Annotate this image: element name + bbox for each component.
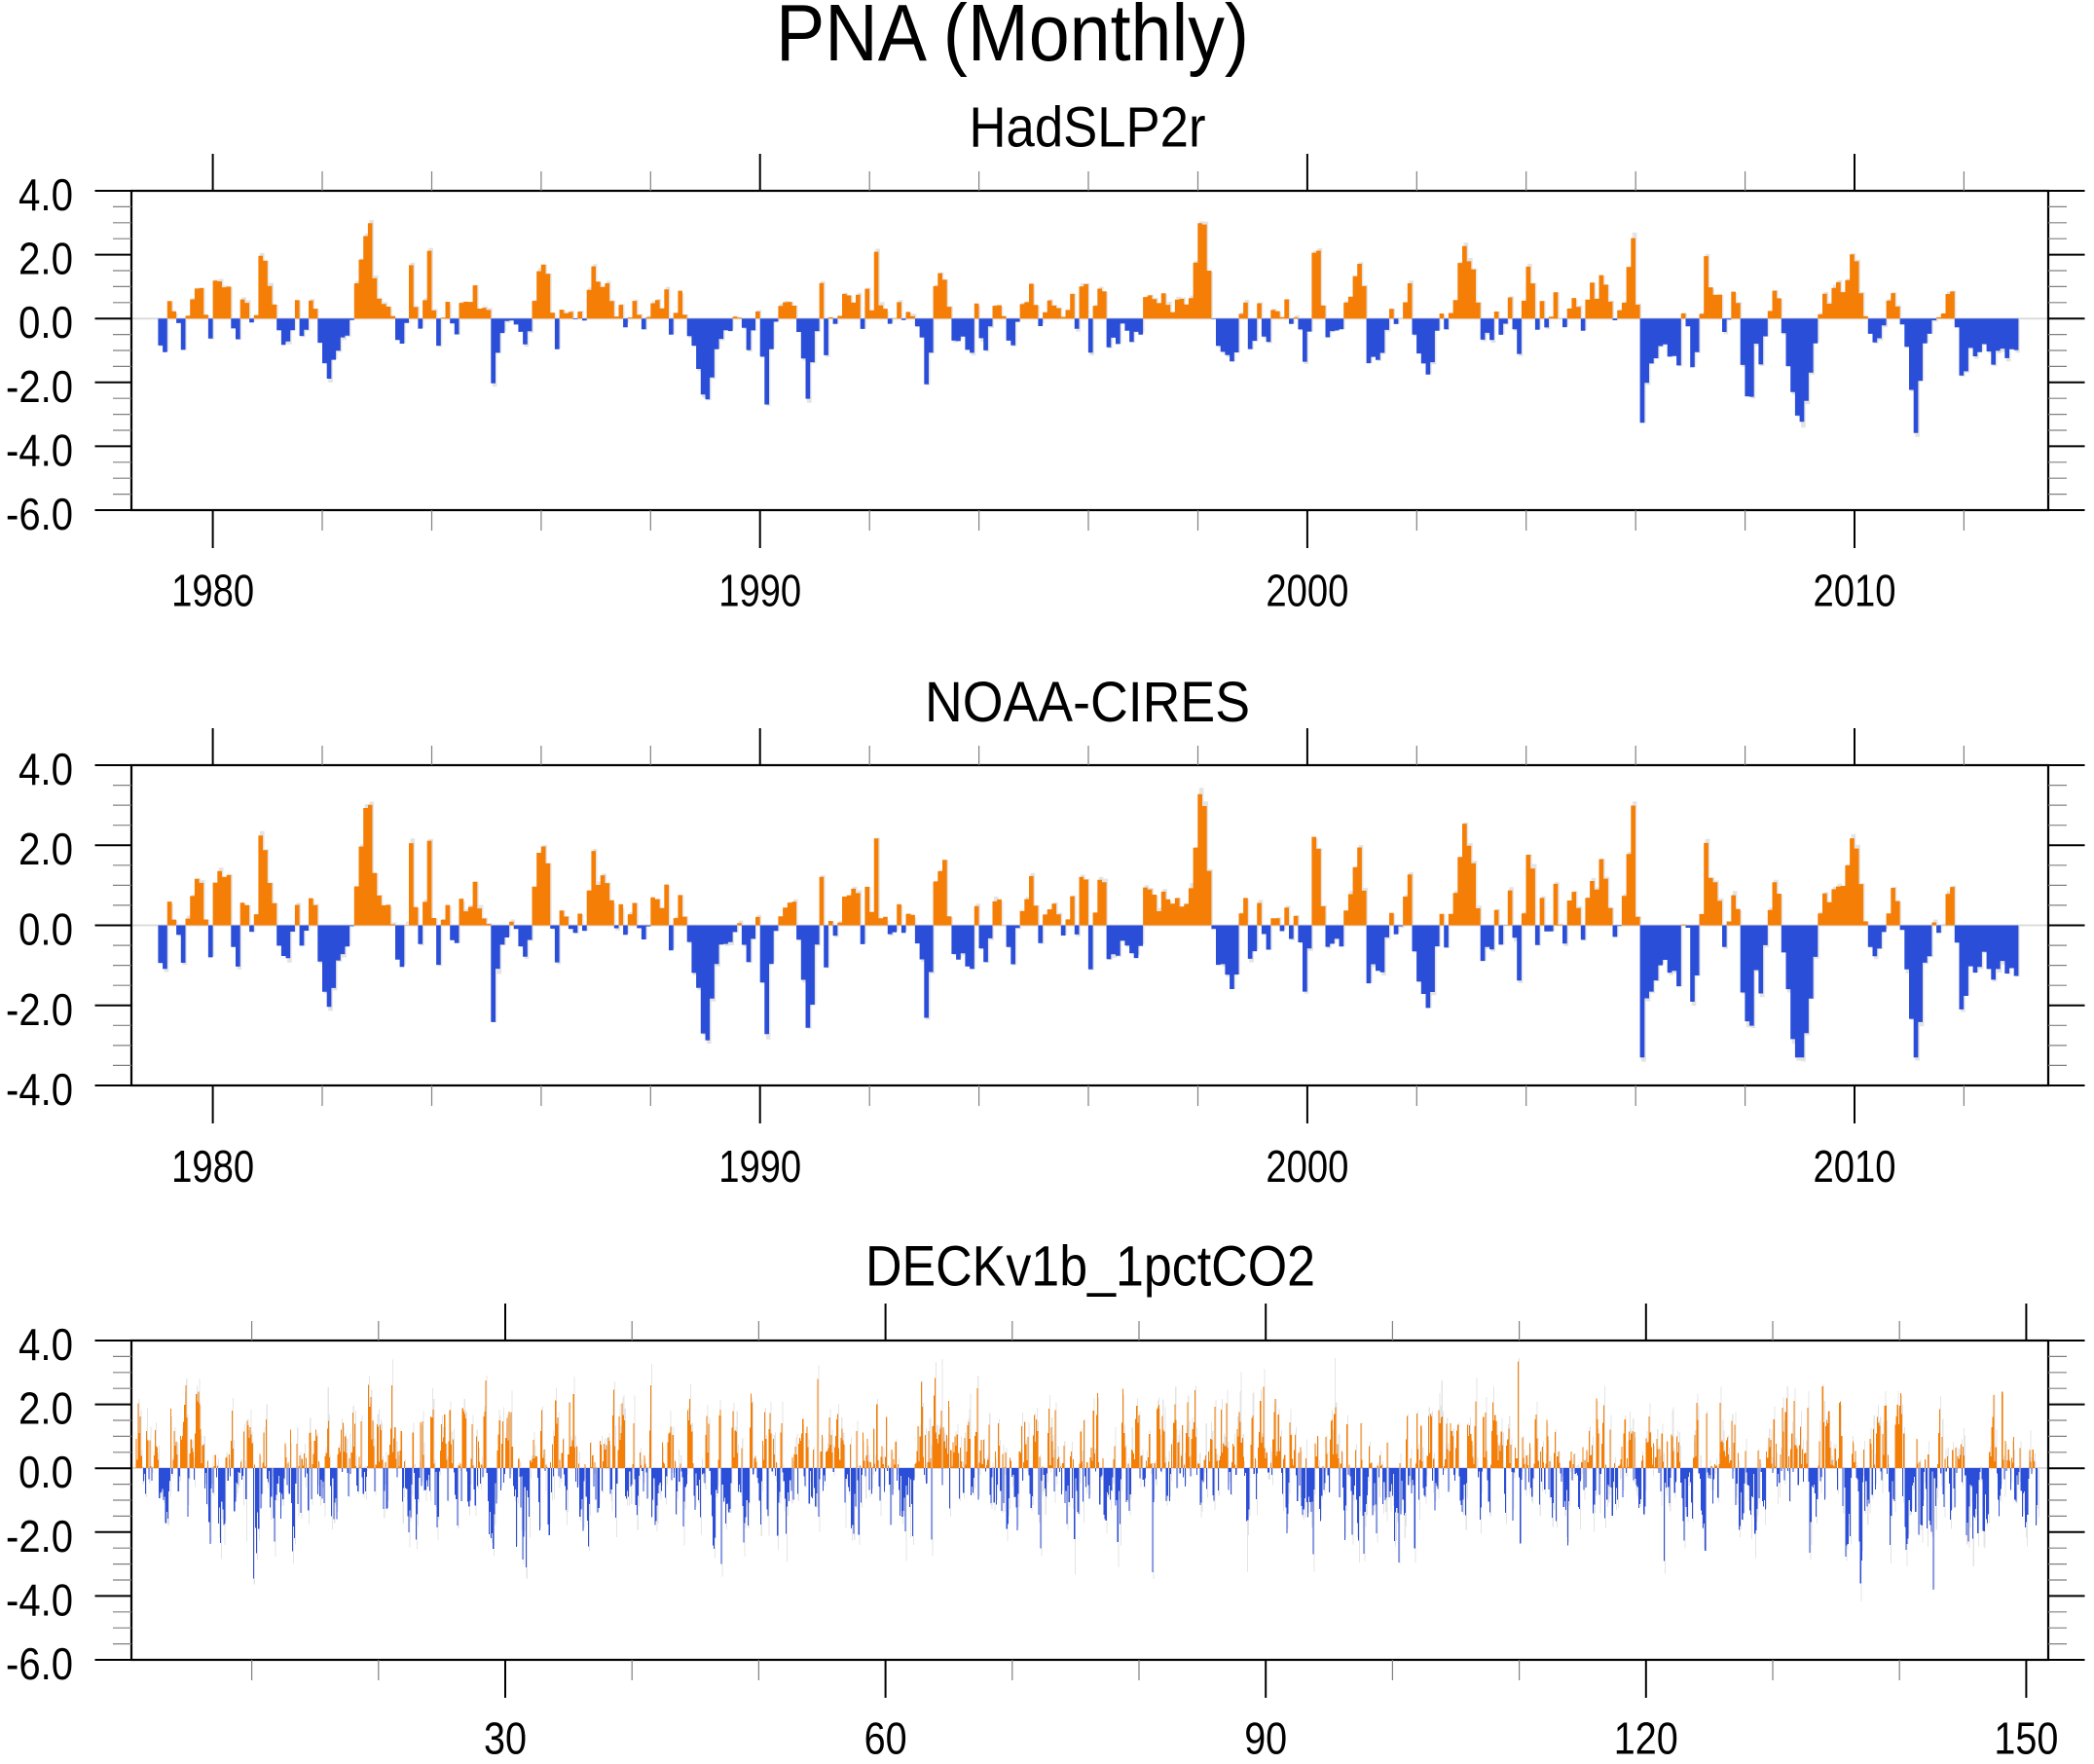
svg-text:150: 150 (1994, 1712, 2058, 1759)
svg-text:DECKv1b_1pctCO2: DECKv1b_1pctCO2 (865, 1235, 1315, 1299)
svg-text:2010: 2010 (1814, 566, 1896, 616)
svg-text:30: 30 (484, 1712, 527, 1759)
svg-text:-2.0: -2.0 (6, 361, 73, 412)
svg-text:2.0: 2.0 (18, 824, 73, 874)
svg-text:-2.0: -2.0 (6, 1511, 73, 1562)
svg-text:0.0: 0.0 (18, 1447, 73, 1497)
svg-text:PNA (Monthly): PNA (Monthly) (776, 0, 1249, 78)
svg-text:-4.0: -4.0 (6, 1064, 73, 1115)
svg-text:1990: 1990 (718, 566, 801, 616)
svg-text:4.0: 4.0 (18, 1319, 73, 1370)
svg-text:1980: 1980 (171, 566, 254, 616)
svg-text:1980: 1980 (171, 1141, 254, 1192)
svg-text:4.0: 4.0 (18, 169, 73, 220)
svg-text:-6.0: -6.0 (6, 1638, 73, 1689)
svg-text:0.0: 0.0 (18, 297, 73, 348)
svg-text:2000: 2000 (1266, 566, 1348, 616)
svg-text:HadSLP2r: HadSLP2r (970, 96, 1206, 160)
svg-text:90: 90 (1244, 1712, 1287, 1759)
svg-text:-6.0: -6.0 (6, 489, 73, 539)
svg-text:2000: 2000 (1266, 1141, 1348, 1192)
svg-text:-4.0: -4.0 (6, 424, 73, 475)
svg-text:2.0: 2.0 (18, 1383, 73, 1434)
svg-text:0.0: 0.0 (18, 904, 73, 955)
svg-text:1990: 1990 (718, 1141, 801, 1192)
svg-text:NOAA-CIRES: NOAA-CIRES (925, 671, 1250, 734)
svg-text:4.0: 4.0 (18, 744, 73, 794)
svg-text:2010: 2010 (1814, 1141, 1896, 1192)
svg-text:60: 60 (864, 1712, 907, 1759)
svg-text:-4.0: -4.0 (6, 1574, 73, 1625)
svg-text:-2.0: -2.0 (6, 984, 73, 1035)
svg-text:2.0: 2.0 (18, 234, 73, 284)
svg-text:120: 120 (1614, 1712, 1678, 1759)
